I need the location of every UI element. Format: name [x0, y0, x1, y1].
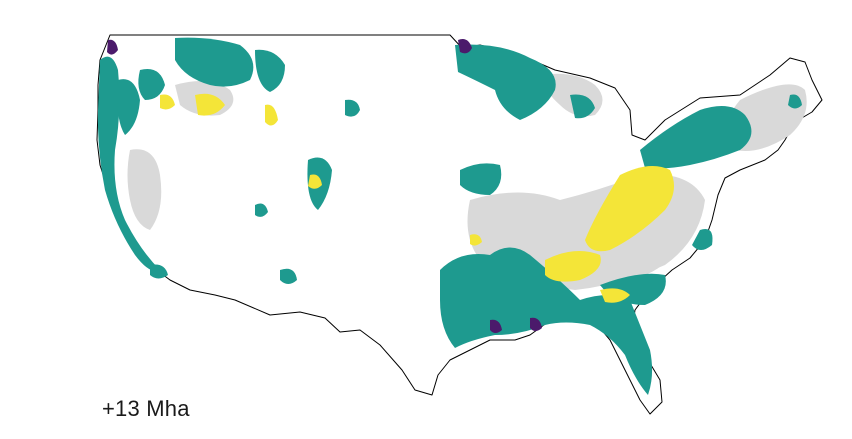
purple-layer	[107, 39, 542, 333]
teal-layer	[97, 37, 802, 395]
us-outline	[96, 34, 823, 415]
area-change-label: +13 Mha	[102, 396, 190, 421]
yellow-layer	[160, 93, 674, 303]
